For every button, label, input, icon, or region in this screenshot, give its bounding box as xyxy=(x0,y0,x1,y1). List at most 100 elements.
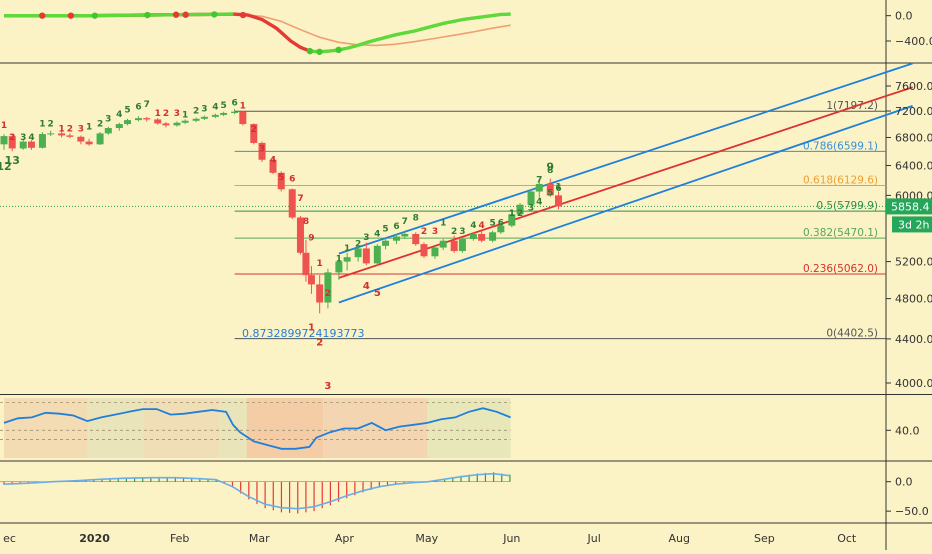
oscillator-cross-dot xyxy=(182,11,189,18)
td-count-label: 7 xyxy=(536,175,542,185)
candle-body xyxy=(307,275,315,285)
candle-body xyxy=(77,136,85,142)
oscillator-cross-dot xyxy=(67,12,75,19)
candle xyxy=(343,252,351,271)
candle-body xyxy=(85,141,93,145)
rsi-background-bands xyxy=(4,398,511,458)
candle-body xyxy=(335,261,343,273)
candle xyxy=(527,189,535,207)
td-count-label: 1 xyxy=(182,110,188,120)
td-count-label: 3 xyxy=(459,227,465,237)
td-count-label: 3 xyxy=(432,227,438,237)
candle xyxy=(516,203,524,216)
td-count-label: 5 xyxy=(124,105,130,115)
candle xyxy=(324,268,332,309)
candle-body xyxy=(143,118,151,120)
candle xyxy=(211,113,219,119)
candle-body xyxy=(115,124,123,129)
candle xyxy=(231,109,239,115)
candle-body xyxy=(516,204,524,215)
td-count-label: 1 xyxy=(1,121,7,131)
candle-body xyxy=(269,159,277,173)
candle xyxy=(104,126,112,135)
candle xyxy=(250,123,258,145)
x-tick-label: Apr xyxy=(335,532,355,545)
td-count-label: 5 xyxy=(489,219,495,229)
candle xyxy=(362,242,370,266)
td-count-label: 2 xyxy=(421,227,427,237)
candle xyxy=(8,134,16,152)
x-tick-label: Jul xyxy=(587,532,601,545)
td-count-label: 1 xyxy=(240,101,246,111)
td-count-label: 4 xyxy=(212,103,218,113)
candle xyxy=(508,212,516,228)
td-count-label: 7 xyxy=(402,217,408,227)
oscillator-cross-dot xyxy=(239,11,247,19)
rsi-tick-label: 40.0 xyxy=(895,424,920,437)
candle-body xyxy=(19,141,27,149)
td-count-label: 6 xyxy=(498,219,504,229)
td-count-label: 1 xyxy=(317,259,323,269)
td-count-label: 4 xyxy=(270,156,276,166)
candle xyxy=(373,244,381,267)
channel-upper-line xyxy=(338,62,913,255)
candle xyxy=(124,118,132,126)
td-count-label: 2 xyxy=(9,133,15,143)
td-count-label: 13 xyxy=(5,154,20,167)
candle-body xyxy=(135,118,143,121)
candle xyxy=(154,118,162,125)
rsi-line xyxy=(3,407,511,450)
td-count-label: 2 xyxy=(316,337,323,348)
candle xyxy=(469,232,477,241)
candle-body xyxy=(200,116,208,119)
td-count-label: 4 xyxy=(374,229,380,239)
oscillator-cross-dot xyxy=(335,46,342,54)
td-count-label: 1 xyxy=(155,109,161,119)
candle-body xyxy=(38,134,46,148)
candle-body xyxy=(431,247,439,257)
fib-level-label: 0.618(6129.6) xyxy=(803,174,878,186)
candle xyxy=(554,191,562,210)
candle xyxy=(478,230,486,243)
td-count-label: 5 xyxy=(374,288,381,299)
candle xyxy=(307,266,315,294)
candle xyxy=(85,138,93,146)
td-count-label: 3 xyxy=(174,109,180,119)
candle-body xyxy=(211,114,219,117)
time-axis: ec 2020 Feb Mar Apr May Jun Jul Aug Sep Oct xyxy=(3,532,857,545)
candle-body xyxy=(354,248,362,258)
td-count-label: 6 xyxy=(555,184,561,194)
macd-tick-label: 0.0 xyxy=(895,476,913,489)
candle-body xyxy=(373,245,381,264)
candle-body xyxy=(277,172,285,190)
candle xyxy=(458,237,466,253)
candle xyxy=(27,140,35,150)
top-oscillator-pane xyxy=(4,11,511,55)
candle xyxy=(393,233,401,245)
oscillator-cross-dot xyxy=(39,12,46,19)
price-pane[interactable]: 1(7197.2)0.786(6599.1)0.618(6129.6)0.5(5… xyxy=(0,62,913,392)
td-count-label: 5 xyxy=(220,101,226,111)
td-count-label: 1 xyxy=(336,255,342,265)
td-count-label: 6 xyxy=(289,175,295,185)
td-count-label: 5 xyxy=(382,224,388,234)
td-count-label: 3 xyxy=(324,381,331,392)
candle-body xyxy=(546,183,554,196)
macd-tick-label: −50.0 xyxy=(895,505,929,518)
candle xyxy=(302,239,310,282)
candle xyxy=(546,178,554,197)
candle-body xyxy=(66,135,74,137)
candle-body xyxy=(439,240,447,248)
td-count-label: 3 xyxy=(259,144,265,154)
td-count-label: 1 xyxy=(344,244,350,254)
candle xyxy=(220,111,228,117)
candle xyxy=(115,122,123,131)
candle-body xyxy=(508,214,516,226)
candle-body xyxy=(458,239,466,252)
td-count-label: 4 xyxy=(478,221,484,231)
candle xyxy=(239,111,247,126)
countdown-label: 3d 2h xyxy=(898,218,929,231)
candle-body xyxy=(288,189,296,218)
td-count-label: 1 xyxy=(308,323,315,334)
